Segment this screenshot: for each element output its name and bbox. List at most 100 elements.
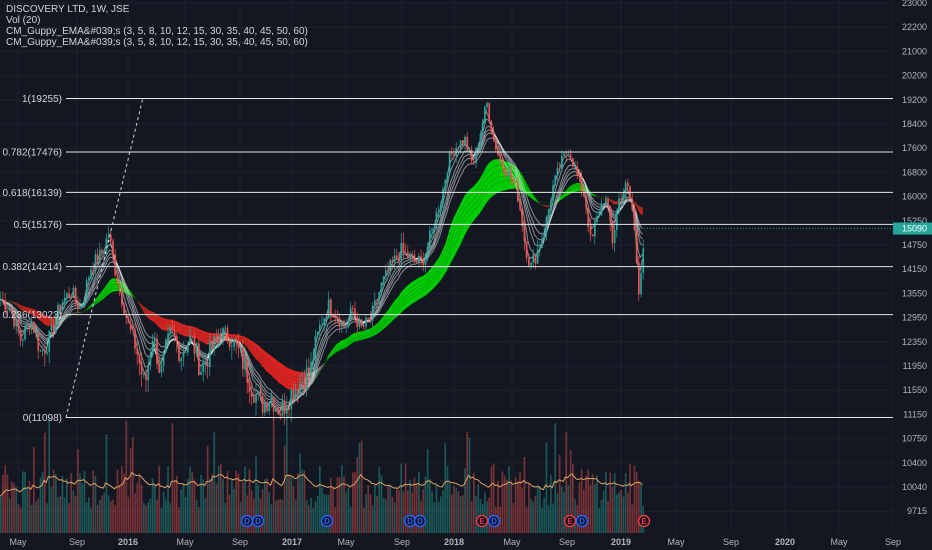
candle-body (224, 327, 227, 329)
volume-bar (266, 478, 268, 533)
x-tick-label: Sep (232, 537, 248, 547)
slow-ribbon-segment (341, 339, 344, 350)
candle-body (484, 106, 486, 123)
candle-body (209, 340, 211, 368)
volume-bar (222, 478, 224, 533)
candle-body (591, 234, 594, 237)
candle-body (418, 255, 420, 263)
candle-body (0, 299, 2, 301)
candle-body (376, 300, 378, 302)
candle-body (352, 307, 354, 310)
legend-volume[interactable]: Vol (20) (6, 15, 41, 26)
volume-bar (228, 494, 231, 533)
volume-bar (422, 489, 425, 533)
volume-bar (415, 484, 418, 533)
volume-bar (591, 473, 594, 533)
candle-body (149, 355, 152, 366)
volume-bar (28, 481, 31, 533)
candle-body (167, 333, 169, 340)
candle-body (387, 270, 389, 273)
volume-bar (41, 471, 44, 533)
slow-ribbon-segment (99, 291, 102, 303)
slow-ribbon-segment (528, 186, 531, 198)
slow-ribbon-segment (468, 188, 472, 228)
slow-ribbon-segment (277, 360, 280, 384)
candle-body (541, 238, 543, 248)
volume-bar (74, 495, 77, 533)
candle-body (433, 228, 436, 230)
slow-ribbon-segment (484, 166, 487, 207)
event-marker-label: D (255, 517, 261, 526)
x-tick-label: Sep (69, 537, 85, 547)
volume-bar (547, 505, 550, 533)
slow-ribbon-segment (178, 322, 181, 335)
slow-ribbon-segment (74, 312, 78, 314)
candle-body (173, 330, 176, 337)
volume-bar (116, 469, 119, 533)
slow-ribbon-segment (114, 278, 117, 292)
event-marker-circle (475, 514, 489, 528)
candle-body (556, 167, 559, 176)
candle-body (151, 341, 154, 356)
volume-bar (154, 484, 156, 533)
volume-bar (356, 457, 359, 533)
candle-body (481, 122, 484, 134)
candle-body (90, 269, 92, 279)
candle-body (83, 300, 86, 307)
volume-bar (176, 475, 178, 533)
slow-ribbon-segment (380, 316, 384, 332)
volume-bar (257, 484, 260, 533)
volume-bar (160, 507, 163, 533)
volume-bar (233, 488, 235, 533)
last-price-badge (893, 222, 932, 235)
slow-ribbon-segment (376, 322, 379, 335)
volume-bar (178, 507, 180, 533)
candle-body (165, 339, 167, 353)
volume-bar (107, 495, 110, 533)
candle-body (611, 221, 614, 244)
volume-bar (184, 496, 187, 533)
volume-bar (0, 496, 2, 533)
candle-body (24, 326, 26, 340)
candle-body (409, 254, 411, 259)
volume-bar (316, 495, 319, 533)
candle-body (587, 207, 590, 228)
volume-bar (112, 499, 114, 533)
volume-bar (517, 481, 519, 533)
candle-body (123, 304, 125, 315)
candle-body (330, 299, 332, 315)
slow-ribbon-segment (180, 323, 183, 336)
candle-body (475, 147, 477, 164)
legend-guppy-1[interactable]: CM_Guppy_EMA&#039;s (3, 5, 8, 10, 12, 15… (6, 26, 308, 37)
slow-ribbon-segment (547, 205, 551, 207)
volume-bar (319, 466, 321, 533)
price-axis-bg (893, 0, 932, 550)
candle-body (325, 318, 328, 319)
event-marker-circle (563, 514, 577, 528)
candle-body (490, 121, 493, 133)
candle-body (169, 327, 172, 334)
slow-ribbon-segment (411, 280, 414, 305)
candle-body (574, 166, 576, 168)
candle-body (393, 255, 396, 263)
candle-body (178, 341, 180, 362)
candle-body (198, 343, 200, 375)
candle-body (39, 350, 42, 352)
candle-body (299, 382, 301, 395)
volume-bar (638, 480, 640, 533)
legend-symbol[interactable]: DISCOVERY LTD, 1W, JSE (6, 4, 130, 15)
event-marker-circle (413, 514, 427, 528)
x-tick-label: May (176, 537, 194, 547)
volume-bar (151, 478, 154, 533)
volume-bar (435, 484, 438, 533)
volume-bar (213, 432, 216, 533)
candle-body (15, 319, 18, 327)
candle-body (466, 136, 469, 150)
y-tick-label: 16000 (902, 192, 927, 202)
volume-bar (352, 472, 354, 533)
candle-body (605, 198, 607, 205)
volume-bar (440, 496, 442, 533)
slow-ribbon-segment (94, 297, 98, 306)
legend-guppy-2[interactable]: CM_Guppy_EMA&#039;s (3, 5, 8, 10, 12, 15… (6, 37, 308, 48)
